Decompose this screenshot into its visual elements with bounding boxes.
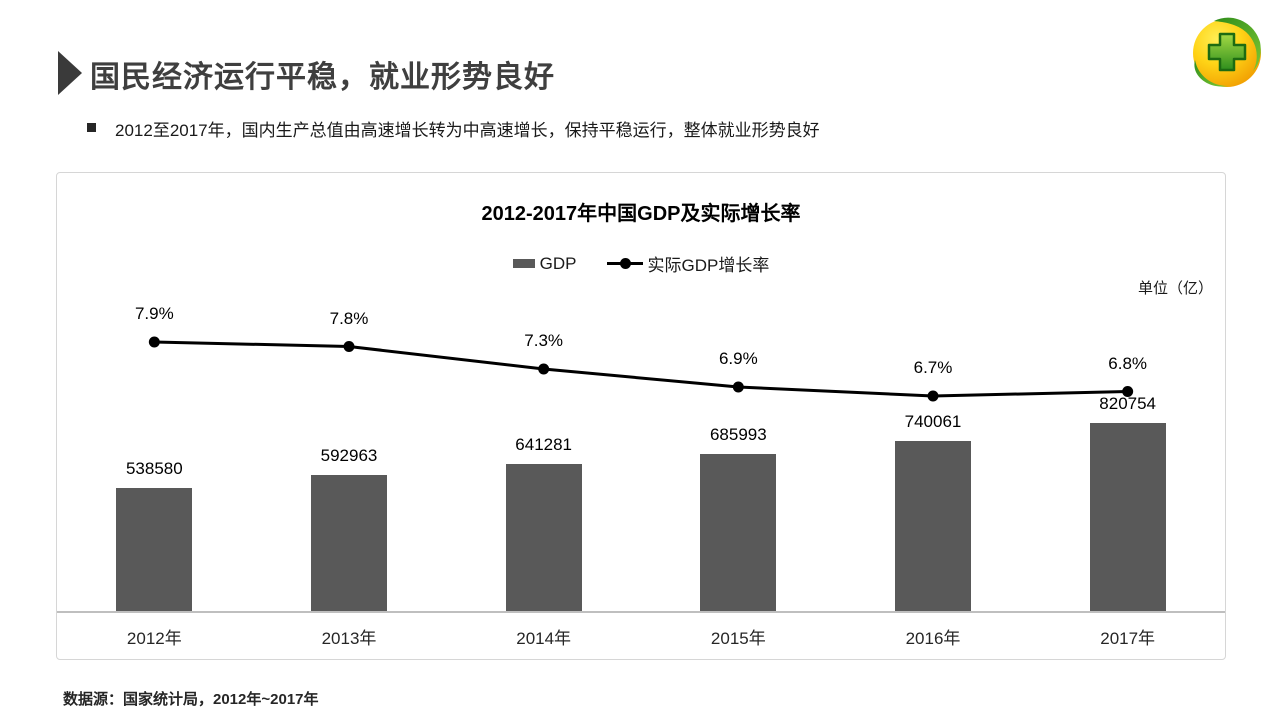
- growth-point-label: 6.9%: [718, 349, 758, 368]
- gdp-bar: [505, 464, 582, 611]
- growth-point-label: 6.7%: [913, 358, 953, 377]
- bar-value-label: 592963: [320, 446, 378, 466]
- growth-line-point: [538, 363, 550, 375]
- growth-point-label: 7.8%: [329, 308, 369, 328]
- growth-line-point: [148, 336, 160, 348]
- page-title: 国民经济运行平稳，就业形势良好: [90, 61, 555, 94]
- gdp-bar: [116, 487, 193, 611]
- bar-value-label: 685993: [709, 424, 767, 444]
- x-axis-line: [57, 611, 1225, 613]
- gdp-bar: [1089, 423, 1166, 611]
- line-dot-swatch-icon: [606, 258, 643, 269]
- gdp-bar: [700, 453, 777, 611]
- x-axis-label: 2012年: [126, 629, 182, 648]
- title-arrow-icon: [58, 51, 82, 95]
- bar-value-label: 538580: [125, 458, 183, 478]
- bar-swatch-icon: [512, 259, 535, 268]
- growth-line: [148, 336, 1134, 402]
- x-axis-label: 2017年: [1100, 629, 1156, 648]
- chart-legend: GDP 实际GDP增长率: [57, 251, 1225, 276]
- gdp-bar: [311, 475, 387, 611]
- x-axis-label: 2015年: [710, 629, 766, 648]
- chart-title: 2012-2017年中国GDP及实际增长率: [481, 203, 801, 225]
- legend-label-growth: 实际GDP增长率: [647, 256, 770, 275]
- x-axis-label: 2016年: [905, 629, 961, 648]
- brand-logo-360-icon: [1193, 17, 1261, 87]
- growth-point-label: 6.8%: [1108, 353, 1148, 373]
- bar-value-label: 820754: [1099, 394, 1157, 413]
- x-axis-label: 2014年: [516, 629, 572, 648]
- gdp-bar: [895, 441, 971, 611]
- growth-point-label: 7.3%: [524, 331, 564, 350]
- x-axis-label: 2013年: [321, 629, 377, 648]
- growth-line-point: [732, 381, 744, 393]
- legend-label-gdp: GDP: [539, 253, 577, 273]
- chart-panel: 2012-2017年中国GDP及实际增长率 GDP 实际GDP增长率 单位（亿）…: [56, 172, 1226, 660]
- growth-line-point: [343, 341, 355, 352]
- plot-area: 538580 7.9% 2012年 592963 7.8% 2013年 641281 7.3%…: [57, 173, 1225, 659]
- growth-point-label: 7.9%: [134, 304, 174, 323]
- bar-value-label: 641281: [515, 435, 573, 455]
- data-source-note: 数据源：国家统计局，2012年~2017年: [63, 691, 319, 708]
- legend-item-gdp: GDP: [512, 253, 577, 274]
- chart-unit-label: 单位（亿）: [1137, 280, 1213, 297]
- growth-line-point: [927, 390, 939, 402]
- legend-item-growth: 实际GDP增长率: [606, 251, 770, 276]
- bar-value-label: 740061: [904, 412, 962, 432]
- bullet-marker-icon: [87, 123, 96, 132]
- bullet-text: 2012至2017年，国内生产总值由高速增长转为中高速增长，保持平稳运行，整体就…: [115, 121, 820, 140]
